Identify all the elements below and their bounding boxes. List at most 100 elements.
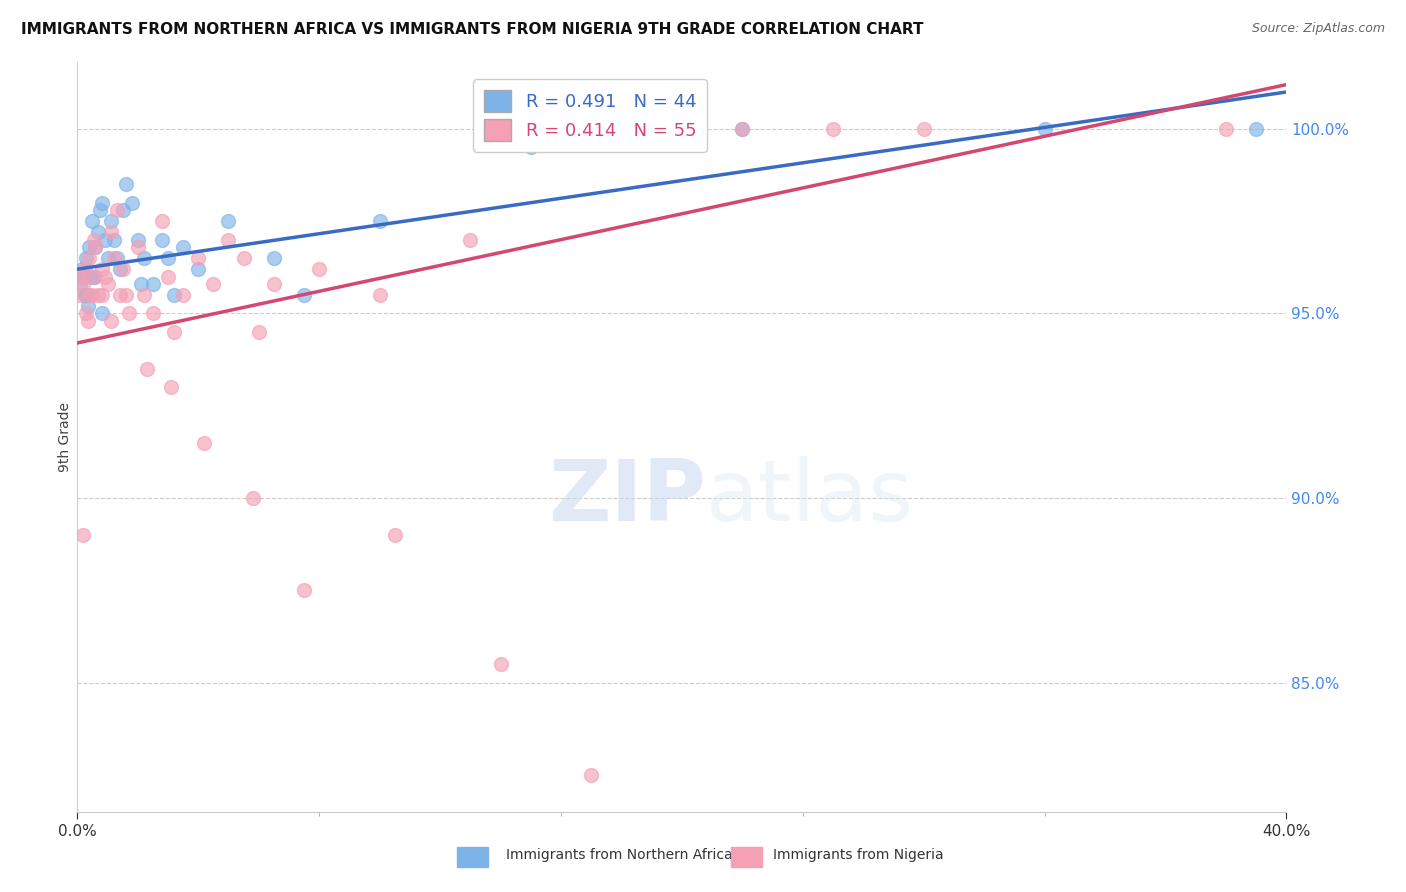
Point — [90, 195, 112, 210]
Point — [87, 225, 110, 239]
Point — [108, 262, 131, 277]
Text: IMMIGRANTS FROM NORTHERN AFRICA VS IMMIGRANTS FROM NIGERIA 9TH GRADE CORRELATION: IMMIGRANTS FROM NORTHERN AFRICA VS IMMIG… — [21, 22, 924, 37]
Point — [103, 233, 125, 247]
Point — [89, 203, 111, 218]
Point — [114, 288, 136, 302]
Point — [242, 491, 264, 505]
Point — [79, 251, 101, 265]
Point — [368, 214, 391, 228]
Point — [263, 251, 285, 265]
Legend: R = 0.491   N = 44, R = 0.414   N = 55: R = 0.491 N = 44, R = 0.414 N = 55 — [474, 79, 707, 152]
Point — [172, 288, 194, 302]
Point — [172, 240, 194, 254]
Point — [142, 277, 165, 291]
Point — [132, 251, 155, 265]
Point — [187, 262, 209, 277]
Point — [70, 269, 93, 284]
Point — [100, 314, 122, 328]
Point — [157, 251, 180, 265]
Point — [193, 435, 215, 450]
Point — [163, 325, 186, 339]
Point — [202, 277, 225, 291]
Point — [90, 262, 112, 277]
Point — [93, 233, 115, 247]
Point — [73, 262, 96, 277]
Point — [84, 269, 107, 284]
Point — [114, 178, 136, 192]
Point — [520, 140, 543, 154]
Point — [671, 121, 693, 136]
Text: Source: ZipAtlas.com: Source: ZipAtlas.com — [1251, 22, 1385, 36]
Point — [384, 528, 406, 542]
Point — [150, 214, 173, 228]
Point — [90, 306, 112, 320]
Point — [132, 288, 155, 302]
Point — [121, 195, 143, 210]
Y-axis label: 9th Grade: 9th Grade — [58, 402, 72, 472]
Point — [135, 361, 157, 376]
Point — [87, 288, 110, 302]
Point — [105, 203, 128, 218]
Point — [84, 240, 107, 254]
Point — [72, 528, 94, 542]
Point — [1215, 121, 1237, 136]
Point — [93, 269, 115, 284]
Point — [218, 233, 240, 247]
Point — [82, 214, 104, 228]
Point — [160, 380, 183, 394]
Point — [263, 277, 285, 291]
Point — [129, 277, 152, 291]
Point — [79, 240, 101, 254]
Point — [127, 233, 149, 247]
Point — [308, 262, 330, 277]
Point — [163, 288, 186, 302]
Point — [77, 299, 100, 313]
Point — [73, 288, 96, 302]
Point — [90, 288, 112, 302]
Point — [75, 306, 97, 320]
Point — [912, 121, 935, 136]
Point — [105, 251, 128, 265]
Point — [103, 251, 125, 265]
Point — [489, 657, 512, 671]
Point — [100, 225, 122, 239]
Point — [247, 325, 270, 339]
Point — [150, 233, 173, 247]
Point — [75, 251, 97, 265]
Point — [84, 240, 107, 254]
Point — [731, 121, 754, 136]
Point — [72, 277, 94, 291]
Point — [1246, 121, 1268, 136]
Point — [77, 314, 100, 328]
Point — [731, 121, 754, 136]
Point — [82, 288, 104, 302]
Point — [118, 306, 141, 320]
Point — [72, 269, 94, 284]
Point — [581, 129, 603, 144]
Point — [292, 288, 315, 302]
Point — [1033, 121, 1056, 136]
Point — [75, 288, 97, 302]
Point — [100, 214, 122, 228]
Point — [671, 121, 693, 136]
Text: atlas: atlas — [706, 456, 914, 539]
Point — [142, 306, 165, 320]
Text: Immigrants from Northern Africa: Immigrants from Northern Africa — [506, 847, 733, 862]
Point — [83, 233, 105, 247]
Point — [127, 240, 149, 254]
Point — [187, 251, 209, 265]
Point — [83, 269, 105, 284]
Text: ZIP: ZIP — [548, 456, 706, 539]
Point — [111, 262, 134, 277]
Point — [96, 277, 120, 291]
Point — [70, 262, 93, 277]
Point — [368, 288, 391, 302]
Point — [232, 251, 254, 265]
Point — [79, 288, 101, 302]
Point — [82, 269, 104, 284]
Point — [108, 288, 131, 302]
Point — [460, 233, 482, 247]
Point — [96, 251, 120, 265]
Point — [111, 203, 134, 218]
Point — [157, 269, 180, 284]
